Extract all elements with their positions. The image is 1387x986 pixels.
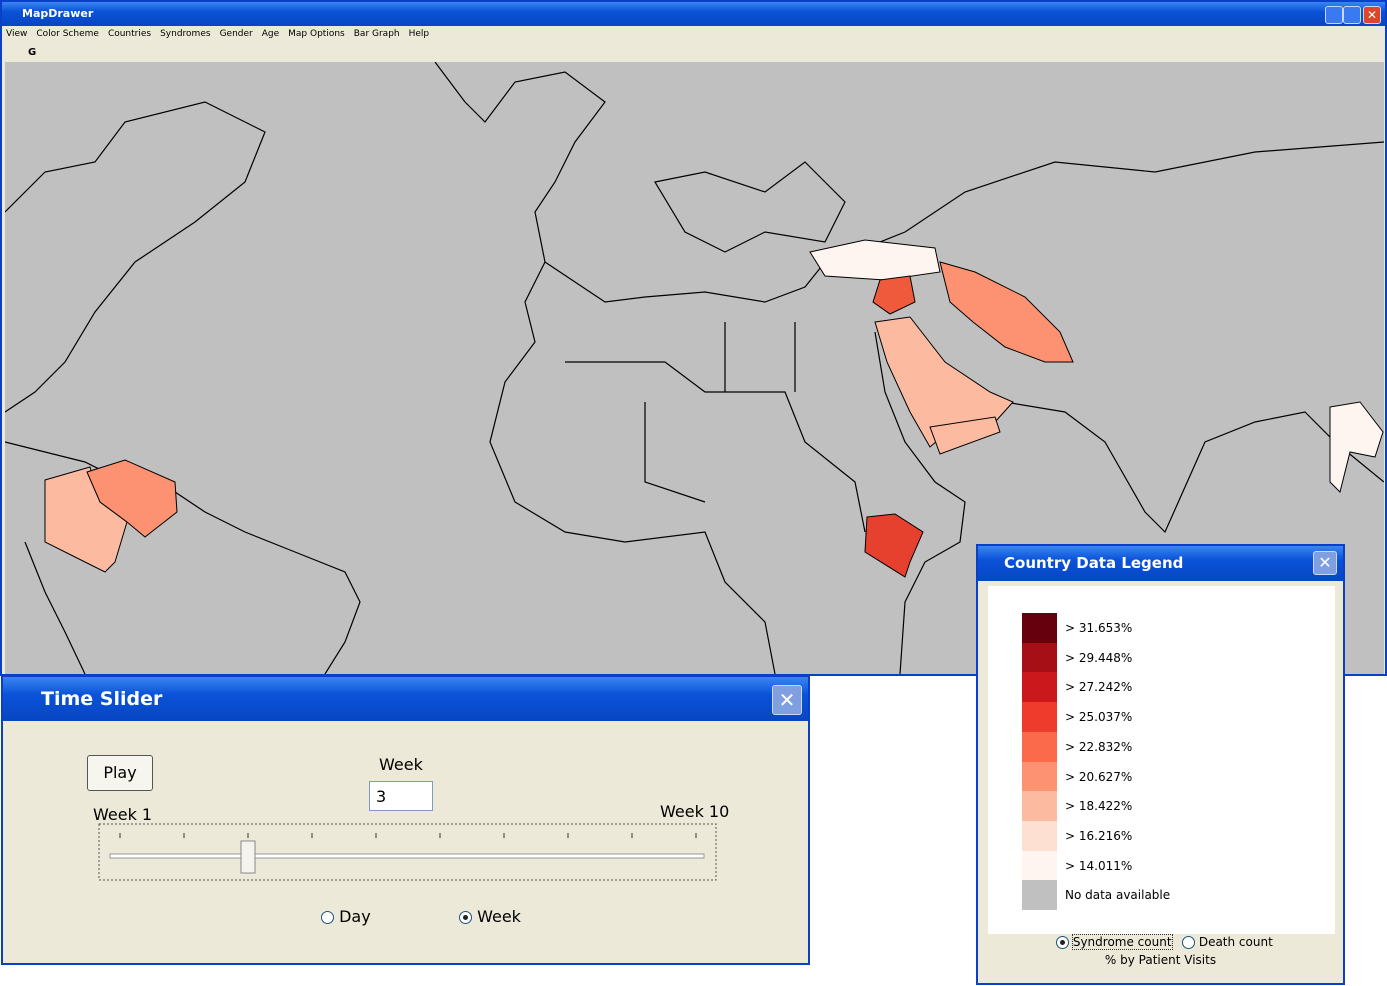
- legend-label: > 25.037%: [1065, 710, 1133, 725]
- legend-swatch: [1022, 731, 1057, 762]
- title-bar: Country Data Legend: [978, 546, 1343, 581]
- radio-label: Day: [339, 907, 371, 926]
- window-title: MapDrawer: [22, 7, 94, 20]
- menu-item[interactable]: Color Scheme: [36, 29, 99, 39]
- legend-swatch: [1022, 672, 1057, 703]
- week-radio[interactable]: Week: [459, 907, 521, 926]
- legend-swatch: [1022, 850, 1057, 881]
- legend-label: > 18.422%: [1065, 799, 1133, 814]
- menu-item[interactable]: Countries: [107, 29, 152, 39]
- end-label: Week 10: [660, 802, 730, 821]
- title-bar: Time Slider: [3, 677, 808, 721]
- play-button[interactable]: Play: [87, 755, 153, 791]
- legend-label: > 16.216%: [1065, 828, 1133, 843]
- legend-label: > 22.832%: [1065, 739, 1133, 754]
- legend-label: No data available: [1065, 888, 1171, 903]
- close-button[interactable]: ✕: [1313, 551, 1337, 575]
- menu-item[interactable]: View: [6, 29, 28, 39]
- legend-label: > 31.653%: [1065, 621, 1133, 635]
- toolbar: G: [6, 44, 36, 62]
- menu-item[interactable]: Help: [408, 29, 430, 39]
- menu-item[interactable]: Syndromes: [160, 29, 211, 39]
- week-input[interactable]: 3: [369, 781, 433, 811]
- legend-caption: % by Patient Visits: [1104, 953, 1217, 967]
- legend-swatch: [1022, 820, 1057, 851]
- legend-label: > 14.011%: [1065, 858, 1133, 873]
- toolbar-button[interactable]: G: [28, 47, 37, 58]
- death-radio[interactable]: Death count: [1182, 935, 1273, 949]
- legend-label: > 29.448%: [1065, 650, 1133, 665]
- menu-bar: View Color Scheme Countries Syndromes Gender…: [6, 26, 1385, 42]
- maximize-button[interactable]: [1343, 6, 1361, 24]
- legend-label: > 27.242%: [1065, 680, 1133, 695]
- syndrome-radio[interactable]: Syndrome count: [1056, 934, 1173, 950]
- menu-item[interactable]: Age: [261, 29, 280, 39]
- legend-window: Country Data Legend ✕ > 31.653% > 29.448%…: [976, 544, 1345, 985]
- menu-item[interactable]: Bar Graph: [353, 29, 400, 39]
- legend-label: > 20.627%: [1065, 769, 1133, 784]
- window-title: Time Slider: [41, 688, 163, 710]
- slider[interactable]: [98, 823, 718, 883]
- radio-label: Death count: [1198, 935, 1273, 949]
- legend-swatch: [1022, 702, 1057, 733]
- minimize-button[interactable]: [1325, 6, 1343, 24]
- legend-swatch: [1022, 761, 1057, 792]
- legend-swatch: [1022, 613, 1057, 643]
- menu-item[interactable]: Map Options: [288, 29, 345, 39]
- window-title: Country Data Legend: [1004, 554, 1184, 572]
- radio-label: Syndrome count: [1071, 934, 1173, 950]
- time-slider-window: Time Slider ✕ Play Week 3 Week 1 Week 10…: [1, 675, 810, 965]
- legend-panel: > 31.653% > 29.448% > 27.242% > 25.037% > 22…: [988, 586, 1335, 934]
- legend-swatch: [1022, 880, 1057, 911]
- start-label: Week 1: [93, 805, 153, 824]
- close-button[interactable]: ✕: [772, 685, 802, 715]
- legend-swatch: [1022, 791, 1057, 822]
- radio-label: Week: [477, 907, 521, 926]
- title-bar: MapDrawer: [2, 2, 1385, 26]
- menu-item[interactable]: Gender: [219, 29, 253, 39]
- day-radio[interactable]: Day: [321, 907, 371, 926]
- legend-swatch: [1022, 642, 1057, 673]
- week-label: Week: [379, 755, 423, 774]
- close-button[interactable]: ✕: [1363, 6, 1381, 24]
